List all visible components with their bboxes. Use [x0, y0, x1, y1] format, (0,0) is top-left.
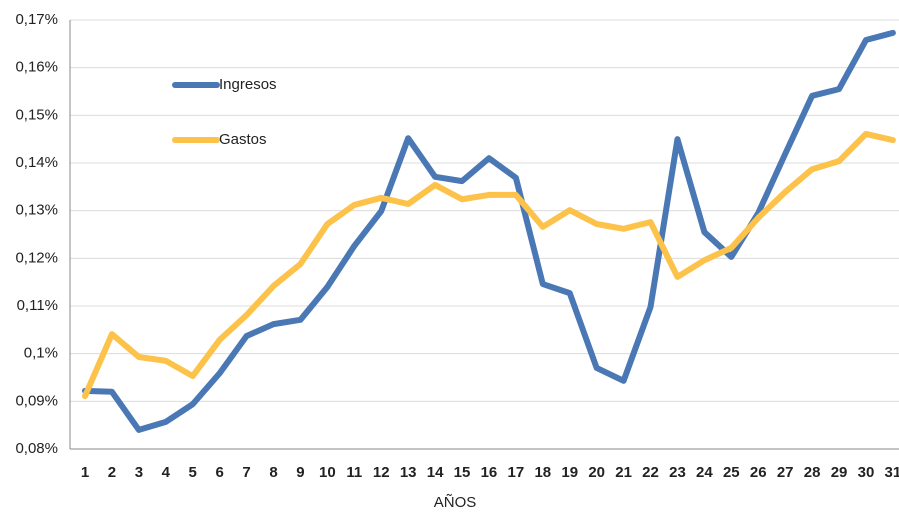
y-tick-label: 0,12% — [15, 249, 58, 266]
line-series — [82, 29, 896, 433]
x-axis-label: AÑOS — [434, 494, 477, 511]
x-tick-label: 29 — [831, 464, 848, 481]
x-tick-label: 30 — [858, 464, 875, 481]
x-tick-label: 26 — [750, 464, 767, 481]
x-tick-label: 18 — [534, 464, 551, 481]
y-tick-label: 0,1% — [24, 345, 58, 362]
x-tick-label: 14 — [427, 464, 444, 481]
x-tick-label: 25 — [723, 464, 740, 481]
line-series — [82, 130, 896, 400]
y-tick-label: 0,11% — [17, 297, 58, 314]
y-tick-label: 0,14% — [15, 154, 58, 171]
x-tick-label: 28 — [804, 464, 821, 481]
x-tick-label: 22 — [642, 464, 659, 481]
y-tick-label: 0,13% — [15, 202, 58, 219]
y-tick-label: 0,08% — [15, 440, 58, 457]
x-tick-label: 31 — [885, 464, 899, 481]
legend-label: Ingresos — [219, 76, 277, 93]
x-tick-label: 20 — [588, 464, 605, 481]
x-tick-label: 21 — [615, 464, 632, 481]
x-tick-label: 11 — [346, 464, 362, 481]
x-tick-label: 3 — [135, 464, 143, 481]
x-tick-label: 23 — [669, 464, 686, 481]
x-tick-label: 12 — [373, 464, 390, 481]
x-tick-label: 8 — [269, 464, 277, 481]
x-tick-label: 7 — [242, 464, 250, 481]
x-tick-label: 1 — [81, 464, 89, 481]
y-tick-label: 0,16% — [15, 59, 58, 76]
y-tick-label: 0,09% — [15, 392, 58, 409]
x-tick-label: 17 — [508, 464, 525, 481]
x-tick-label: 2 — [108, 464, 116, 481]
x-tick-label: 16 — [481, 464, 498, 481]
x-tick-label: 15 — [454, 464, 471, 481]
y-tick-label: 0,15% — [15, 106, 58, 123]
legend-label: Gastos — [219, 131, 267, 148]
x-tick-label: 13 — [400, 464, 417, 481]
y-tick-label: 0,17% — [15, 11, 58, 28]
x-tick-label: 19 — [561, 464, 578, 481]
x-tick-label: 5 — [189, 464, 197, 481]
x-tick-label: 9 — [296, 464, 304, 481]
x-tick-label: 10 — [319, 464, 336, 481]
x-tick-label: 4 — [162, 464, 171, 481]
x-tick-label: 24 — [696, 464, 713, 481]
x-tick-label: 6 — [215, 464, 223, 481]
x-tick-label: 27 — [777, 464, 794, 481]
